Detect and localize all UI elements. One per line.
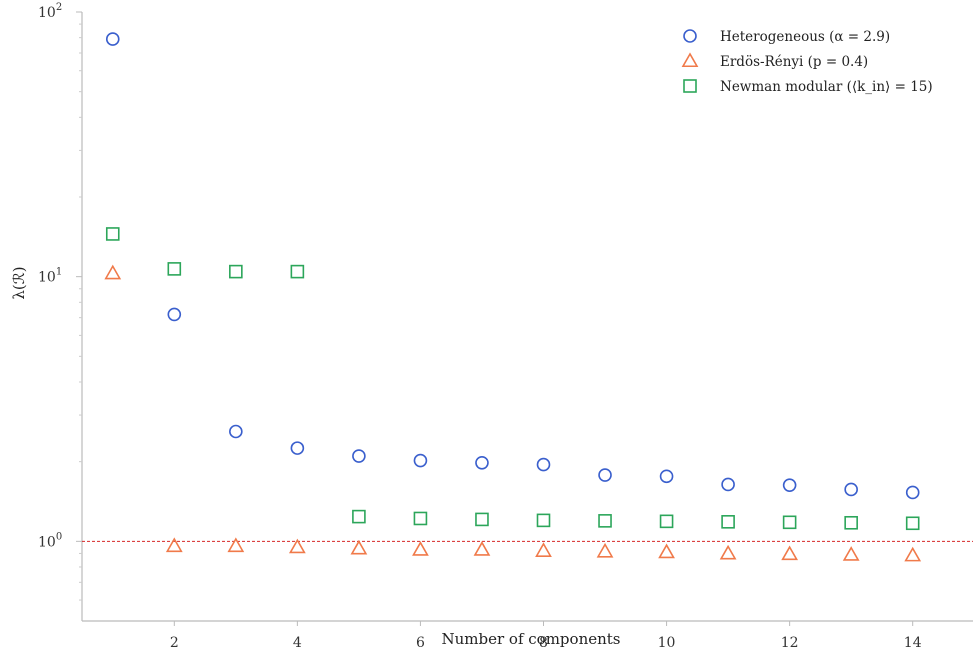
x-axis-label: Number of components (442, 630, 621, 648)
y-tick-exponent: 1 (56, 267, 62, 278)
legend-marker (683, 29, 697, 43)
data-point (227, 537, 245, 553)
data-point (412, 541, 429, 556)
x-ticks: 2 4 6 8 10 12 14 (170, 621, 922, 651)
data-point (782, 478, 797, 492)
data-point (105, 227, 120, 241)
y-tick-label: 101 (38, 267, 62, 286)
data-point (350, 539, 368, 555)
data-point (229, 264, 243, 279)
data-point (536, 513, 551, 528)
data-point (721, 477, 735, 492)
data-point (352, 449, 366, 463)
data-point (165, 537, 183, 553)
data-point (475, 512, 489, 527)
y-tick-exponent: 0 (56, 531, 62, 542)
legend-marker (683, 79, 697, 93)
data-point (719, 544, 737, 560)
data-point (473, 541, 491, 556)
data-point (905, 485, 920, 500)
data-point (352, 509, 366, 524)
data-point (905, 516, 920, 531)
data-point (658, 543, 675, 559)
y-tick-base: 10 (38, 534, 56, 550)
data-point (105, 32, 120, 46)
plot-axes (81, 12, 973, 622)
legend-label: Newman modular (⟨k_in⟩ = 15) (720, 79, 933, 95)
legend-label: Erdös-Rényi (p = 0.4) (720, 54, 868, 70)
data-point (288, 538, 306, 554)
data-point (598, 468, 612, 482)
data-point (659, 469, 674, 484)
data-point (844, 482, 858, 497)
series-1 (105, 32, 920, 500)
data-point (104, 264, 122, 280)
data-point (535, 542, 552, 557)
data-point (904, 546, 922, 562)
data-point (721, 515, 735, 529)
data-points (104, 32, 922, 562)
data-point (596, 542, 614, 558)
data-point (842, 546, 860, 561)
data-point (413, 511, 428, 526)
series-2 (104, 264, 922, 562)
y-tick-base: 10 (38, 270, 56, 286)
x-tick-label: 12 (781, 635, 799, 651)
x-tick-label: 2 (170, 635, 179, 651)
data-point (167, 262, 182, 276)
x-tick-label: 10 (658, 635, 676, 651)
data-point (290, 441, 305, 455)
legend-marker (681, 52, 699, 68)
y-tick-base: 10 (38, 5, 56, 21)
data-point (659, 514, 674, 529)
legend-label: Heterogeneous (α = 2.9) (720, 29, 890, 45)
series-3 (105, 227, 920, 531)
data-point (536, 457, 551, 472)
data-point (782, 515, 797, 530)
x-tick-label: 6 (416, 635, 425, 651)
data-point (229, 424, 243, 439)
x-tick-label: 8 (539, 635, 548, 651)
x-tick-label: 14 (904, 635, 922, 651)
x-tick-label: 4 (293, 635, 302, 651)
data-point (167, 307, 182, 322)
legend: Heterogeneous (α = 2.9) Erdös-Rényi (p = … (681, 29, 933, 95)
data-point (290, 264, 305, 279)
data-point (781, 545, 799, 561)
y-axis-label: λ(ℛ) (10, 266, 28, 299)
data-point (475, 456, 489, 470)
y-tick-label: 100 (38, 531, 62, 550)
y-tick-exponent: 2 (56, 2, 62, 13)
data-point (598, 514, 612, 528)
y-tick-label: 102 (38, 2, 62, 21)
data-point (413, 453, 428, 468)
data-point (844, 515, 858, 530)
